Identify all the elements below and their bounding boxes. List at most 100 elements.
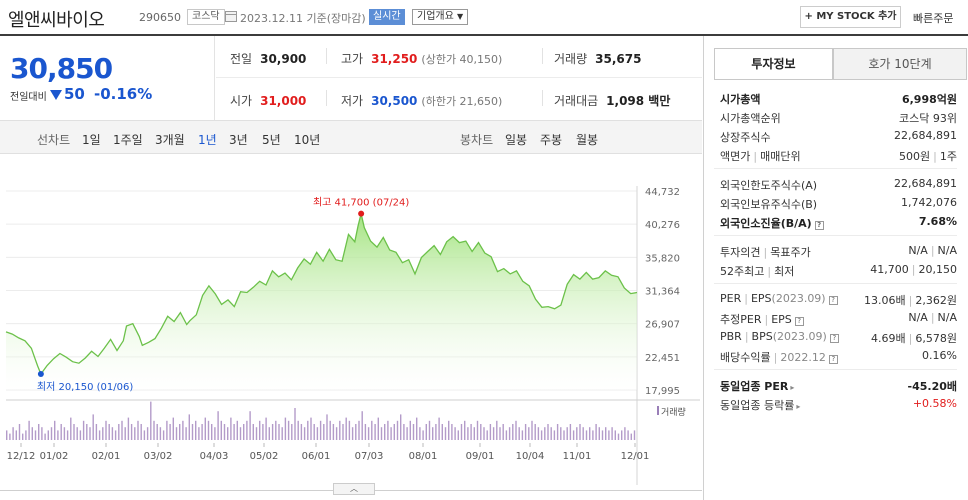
add-mystock-button[interactable]: + MY STOCK 추가 (800, 6, 901, 28)
separator: | (773, 351, 778, 364)
volume-bar (105, 420, 107, 440)
tab-1y[interactable]: 1년 (198, 133, 217, 147)
volume-bar (303, 427, 306, 440)
as-of-date: 2023.12.11 기준(장마감) (240, 12, 366, 25)
volume-bar (374, 424, 376, 440)
volume-bar (326, 414, 328, 440)
volume-bar (540, 430, 543, 440)
volume-bar (188, 414, 190, 440)
week52-labels: 52주최고 | 최저 (720, 263, 794, 279)
volume-bar (416, 417, 418, 440)
volume-bar (179, 424, 181, 440)
market-cap-row: 시가총액 6,998억원 (714, 88, 957, 107)
pbr-bps-labels: PBR | BPS(2023.09)? (720, 330, 839, 343)
company-name: 엘앤씨바이오 (8, 10, 105, 31)
x-tick-label: 03/02 (144, 451, 173, 462)
help-icon[interactable]: ? (828, 296, 838, 305)
volume-bar (262, 424, 264, 440)
volume-bar (268, 427, 270, 440)
low-annotation: 최저 20,150 (01/06) (37, 381, 133, 393)
volume-bar (566, 427, 568, 440)
volume-bar (76, 427, 78, 440)
help-icon[interactable]: ? (828, 355, 838, 364)
volume-bar (550, 427, 552, 440)
volume-bar (38, 424, 40, 440)
volume-bar (480, 424, 482, 440)
separator: | (764, 313, 769, 326)
volume-bar (41, 427, 43, 440)
volume-bar (589, 427, 591, 440)
info-list: 시가총액 6,998억원 시가총액순위 코스닥 93위 상장주식수 22,684,89… (714, 88, 957, 413)
volume-bar (47, 430, 49, 440)
help-icon[interactable]: ? (794, 317, 804, 326)
volume-bar (281, 427, 283, 440)
tab-5y[interactable]: 5년 (262, 133, 281, 147)
trade-value: 1,098 백만 (606, 94, 671, 108)
volume-bar (114, 430, 117, 440)
calendar-icon (225, 11, 237, 22)
volume-bar (332, 424, 335, 440)
volume-bar (307, 420, 309, 440)
collapse-chart-button[interactable]: ︿ (333, 483, 375, 495)
per-label: PER (720, 292, 742, 305)
sector-change-row: 동일업종 등락률 ▸ +0.58% (714, 394, 957, 413)
eps-value: 2,362원 (915, 294, 957, 307)
volume-bar (121, 420, 123, 440)
volume-bar (130, 424, 133, 440)
help-icon[interactable]: ? (829, 334, 839, 343)
help-icon[interactable]: ? (814, 221, 824, 230)
volume-bar (217, 411, 219, 440)
per-eps-row: PER | EPS(2023.09)? 13.06배 | 2,362원 (714, 289, 957, 308)
market-cap-label: 시가총액 (720, 93, 761, 106)
tab-3y[interactable]: 3년 (229, 133, 248, 147)
foreign-limit-value: 22,684,891 (894, 177, 957, 190)
foreign-ratio-labels: 외국인소진율(B/A)? (720, 215, 824, 231)
volume-bar (140, 424, 142, 440)
y-tick-label: 40,276 (645, 220, 680, 231)
volume-bar (271, 424, 274, 440)
volume-bar (579, 424, 581, 440)
foreign-holding-row: 외국인보유주식수(B) 1,742,076 (714, 193, 957, 212)
volume-bar (380, 427, 383, 440)
tab-weekly[interactable]: 주봉 (540, 133, 563, 147)
tab-monthly[interactable]: 월봉 (576, 133, 599, 147)
tab-orderbook-10[interactable]: 호가 10단계 (833, 48, 967, 80)
tab-10y[interactable]: 10년 (294, 133, 321, 147)
tab-3m[interactable]: 3개월 (155, 133, 185, 147)
volume-bar (502, 424, 504, 440)
pbr-label: PBR (720, 330, 742, 343)
est-per-labels: 추정PER | EPS? (720, 311, 804, 327)
est-per-label: 추정PER (720, 313, 762, 326)
volume-bar (86, 424, 88, 440)
volume-bar (153, 420, 155, 440)
company-info-dropdown[interactable]: 기업개요 ▼ (412, 9, 469, 25)
quote-grid: 전일 30,900 고가 31,250 (상한가 40,150) 거래량 35,675 … (216, 36, 702, 120)
lower-limit: (하한가 21,650) (421, 95, 503, 108)
current-price: 30,850 (10, 52, 113, 85)
volume-bar (489, 424, 492, 440)
volume-bar (124, 427, 126, 440)
market-cap-rank-row: 시가총액순위 코스닥 93위 (714, 107, 957, 126)
tab-investment-info[interactable]: 투자정보 (714, 48, 833, 80)
caret-right-icon: ▸ (796, 402, 801, 411)
foreign-ratio-value: 7.68% (918, 215, 957, 228)
section-divider (714, 283, 957, 284)
chart-period-tabs: 선차트 1일 1주일 3개월 1년 3년 5년 10년 봉차트 일봉 주봉 월봉 (0, 120, 702, 154)
face-value-labels: 액면가 | 매매단위 (720, 148, 801, 164)
prev-close-cell: 전일 30,900 (230, 50, 306, 67)
volume-bar (528, 427, 530, 440)
tab-1w[interactable]: 1주일 (113, 133, 143, 147)
volume-bar (329, 420, 331, 440)
caret-right-icon: ▸ (790, 383, 795, 392)
price-summary: 30,850 전일대비 50 -0.16% (0, 36, 215, 120)
volume-bar (150, 401, 152, 440)
realtime-badge[interactable]: 실시간 (369, 9, 405, 25)
tab-1d[interactable]: 1일 (82, 133, 101, 147)
dividend-period: 2022.12 (780, 351, 826, 364)
volume-bar (316, 427, 319, 440)
tab-daily[interactable]: 일봉 (505, 133, 528, 147)
quick-order-button[interactable]: 빠른주문 (913, 10, 953, 26)
volume-bar (297, 420, 299, 440)
volume-bar (172, 417, 174, 440)
volume-bar (605, 427, 607, 440)
